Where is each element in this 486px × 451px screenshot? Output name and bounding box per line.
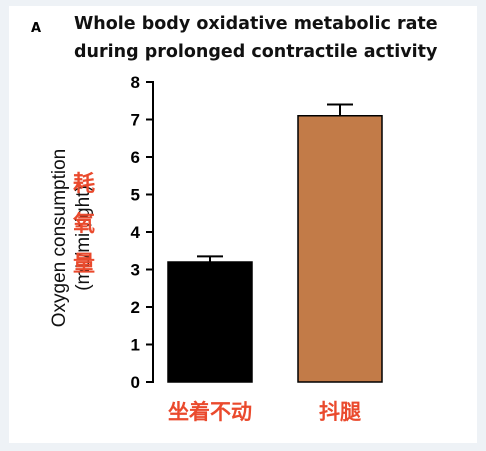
chart-title-line-1: Whole body oxidative metabolic rate [74,14,438,34]
y-tick-label: 3 [131,261,140,280]
y-ticks: 0 1 2 3 4 5 6 7 8 [131,73,153,392]
x-category-labels: 坐着不动 抖腿 [168,400,361,424]
x-category-label-1: 坐着不动 [168,400,252,424]
overlay-char-1: 耗 [73,171,95,197]
overlay-char-3: 量 [73,252,95,277]
error-bars [197,103,353,262]
chart-title-line-2: during prolonged contractile activity [74,42,438,62]
overlay-char-2: 氧 [72,212,95,237]
y-tick-label: 2 [131,298,140,317]
bar-1 [167,261,253,383]
y-tick-label: 7 [131,111,140,130]
y-tick-label: 5 [131,186,140,205]
y-axis-label: Oxygen consumption (mL/mi ;ight) [49,149,94,328]
figure-panel: A Whole body oxidative metabolic rate du… [9,6,477,443]
bar-2 [297,115,383,383]
y-tick-label: 6 [131,148,140,167]
panel-letter: A [31,21,41,36]
y-tick-label: 1 [131,336,140,355]
y-axis-overlay-caption: 耗 氧 量 [72,171,95,277]
y-axis-label-line-2: (mL/mi ;ight) [73,185,94,291]
y-tick-label: 4 [131,223,141,242]
y-tick-label: 8 [131,73,140,92]
bar-chart: A Whole body oxidative metabolic rate du… [31,14,438,424]
y-axis-label-line-1: Oxygen consumption [49,149,70,328]
y-tick-label: 0 [131,373,140,392]
x-category-label-2: 抖腿 [319,400,361,424]
bars [167,115,383,383]
